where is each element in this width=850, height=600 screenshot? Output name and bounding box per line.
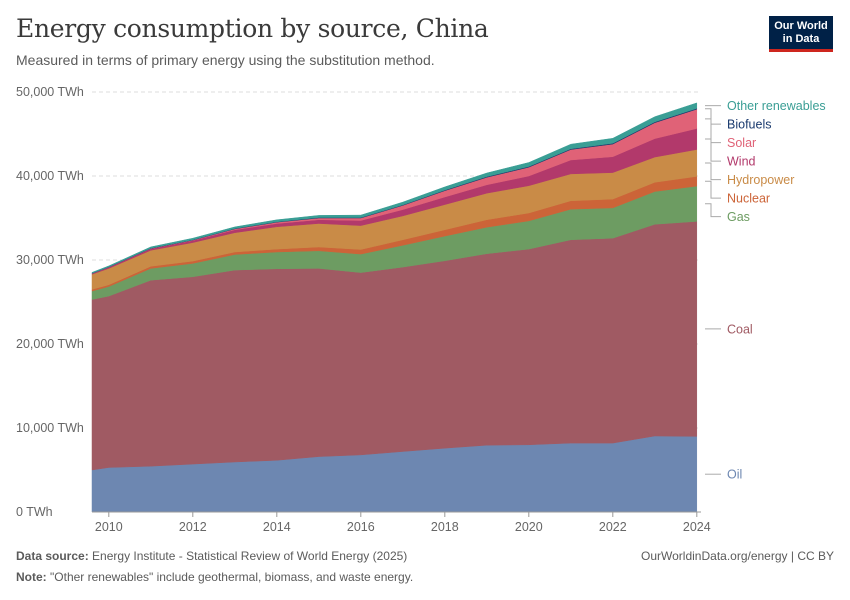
logo-line-1: Our World — [774, 20, 828, 32]
owid-logo[interactable]: Our World in Data — [769, 16, 833, 52]
x-tick-label: 2010 — [95, 520, 123, 534]
legend-label-nuclear[interactable]: Nuclear — [727, 192, 770, 206]
x-tick-label: 2024 — [683, 520, 711, 534]
legend-label-other-renewables[interactable]: Other renewables — [727, 99, 826, 113]
y-tick-label: 10,000 TWh — [16, 421, 84, 435]
legend-connector-hydropower — [705, 162, 721, 181]
note-label: Note: — [16, 570, 47, 584]
note-text: "Other renewables" include geothermal, b… — [50, 570, 414, 584]
legend-label-gas[interactable]: Gas — [727, 210, 750, 224]
y-tick-label: 20,000 TWh — [16, 337, 84, 351]
x-tick-label: 2012 — [179, 520, 207, 534]
legend-label-solar[interactable]: Solar — [727, 136, 756, 150]
legend-label-biofuels[interactable]: Biofuels — [727, 118, 771, 132]
y-tick-label: 0 TWh — [16, 505, 53, 519]
x-tick-label: 2014 — [263, 520, 291, 534]
chart-note: Note: "Other renewables" include geother… — [16, 570, 413, 584]
legend-connector-wind — [705, 138, 721, 162]
credit-line[interactable]: OurWorldinData.org/energy | CC BY — [641, 549, 834, 563]
legend-label-coal[interactable]: Coal — [727, 322, 753, 336]
y-tick-label: 50,000 TWh — [16, 85, 84, 99]
chart-subtitle: Measured in terms of primary energy usin… — [16, 52, 435, 68]
legend-label-wind[interactable]: Wind — [727, 155, 756, 169]
data-source: Data source: Energy Institute - Statisti… — [16, 549, 407, 563]
y-tick-label: 30,000 TWh — [16, 253, 84, 267]
legend-connector-biofuels — [705, 108, 721, 125]
x-tick-label: 2016 — [347, 520, 375, 534]
source-text[interactable]: Energy Institute - Statistical Review of… — [92, 549, 408, 563]
legend-label-oil[interactable]: Oil — [727, 468, 742, 482]
y-tick-label: 40,000 TWh — [16, 169, 84, 183]
x-tick-label: 2018 — [431, 520, 459, 534]
legend-label-hydropower[interactable]: Hydropower — [727, 173, 794, 187]
legend-connector-nuclear — [705, 180, 721, 199]
series-area-other-renewables[interactable] — [91, 102, 698, 274]
x-tick-label: 2020 — [515, 520, 543, 534]
source-label: Data source: — [16, 549, 89, 563]
logo-line-2: in Data — [782, 33, 820, 45]
legend-connector-solar — [705, 118, 721, 144]
x-tick-label: 2022 — [599, 520, 627, 534]
chart-title: Energy consumption by source, China — [16, 14, 489, 43]
legend-connector-gas — [705, 203, 721, 218]
